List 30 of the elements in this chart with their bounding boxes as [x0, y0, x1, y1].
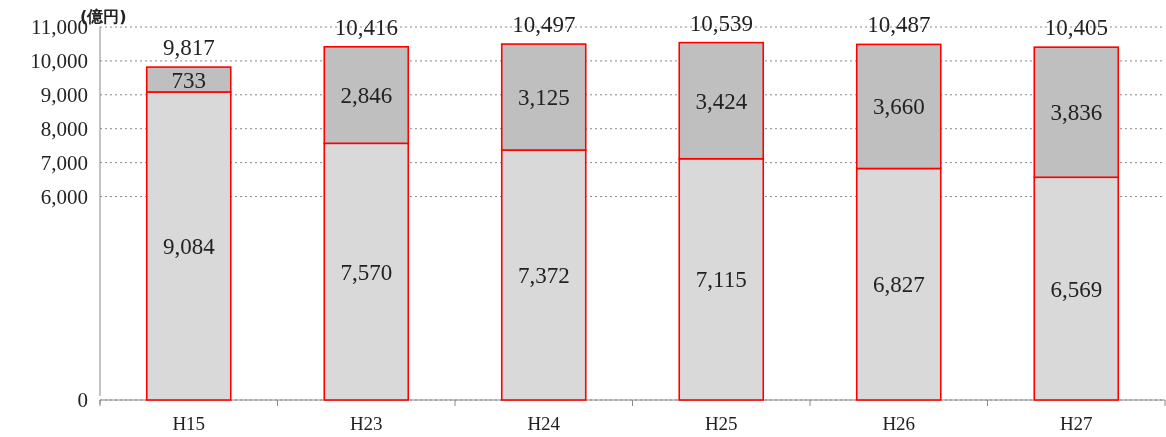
total-label: 10,539: [689, 10, 753, 36]
data-label: 2,846: [340, 83, 393, 109]
x-tick-label: H24: [527, 413, 561, 434]
data-label: 733: [171, 67, 206, 93]
data-label: 7,372: [517, 263, 570, 289]
data-label: 7,115: [695, 267, 747, 293]
y-tick-label: 10,000: [30, 48, 88, 73]
y-tick-label: 8,000: [40, 116, 88, 141]
total-label: 9,817: [162, 35, 215, 61]
x-tick-label: H15: [172, 413, 206, 434]
y-tick-label: 7,000: [40, 150, 88, 175]
total-label: 10,497: [512, 12, 576, 38]
x-tick-label: H26: [882, 413, 916, 434]
data-label: 3,660: [872, 94, 925, 120]
y-tick-label: 9,000: [40, 82, 88, 107]
y-tick-label: 0: [77, 388, 88, 412]
total-label: 10,416: [334, 14, 398, 40]
data-label: 7,570: [340, 259, 393, 285]
total-label: 10,405: [1044, 15, 1108, 41]
x-tick-label: H27: [1059, 413, 1093, 434]
x-tick-label: H23: [349, 413, 383, 434]
x-tick-label: H25: [704, 413, 738, 434]
data-label: 6,569: [1050, 276, 1103, 302]
data-label: 3,125: [517, 85, 570, 111]
data-label: 6,827: [872, 272, 925, 298]
total-label: 10,487: [867, 12, 931, 38]
data-label: 9,084: [162, 233, 216, 259]
data-label: 3,836: [1050, 100, 1103, 126]
data-label: 3,424: [695, 88, 748, 114]
y-tick-label: 6,000: [40, 184, 88, 209]
